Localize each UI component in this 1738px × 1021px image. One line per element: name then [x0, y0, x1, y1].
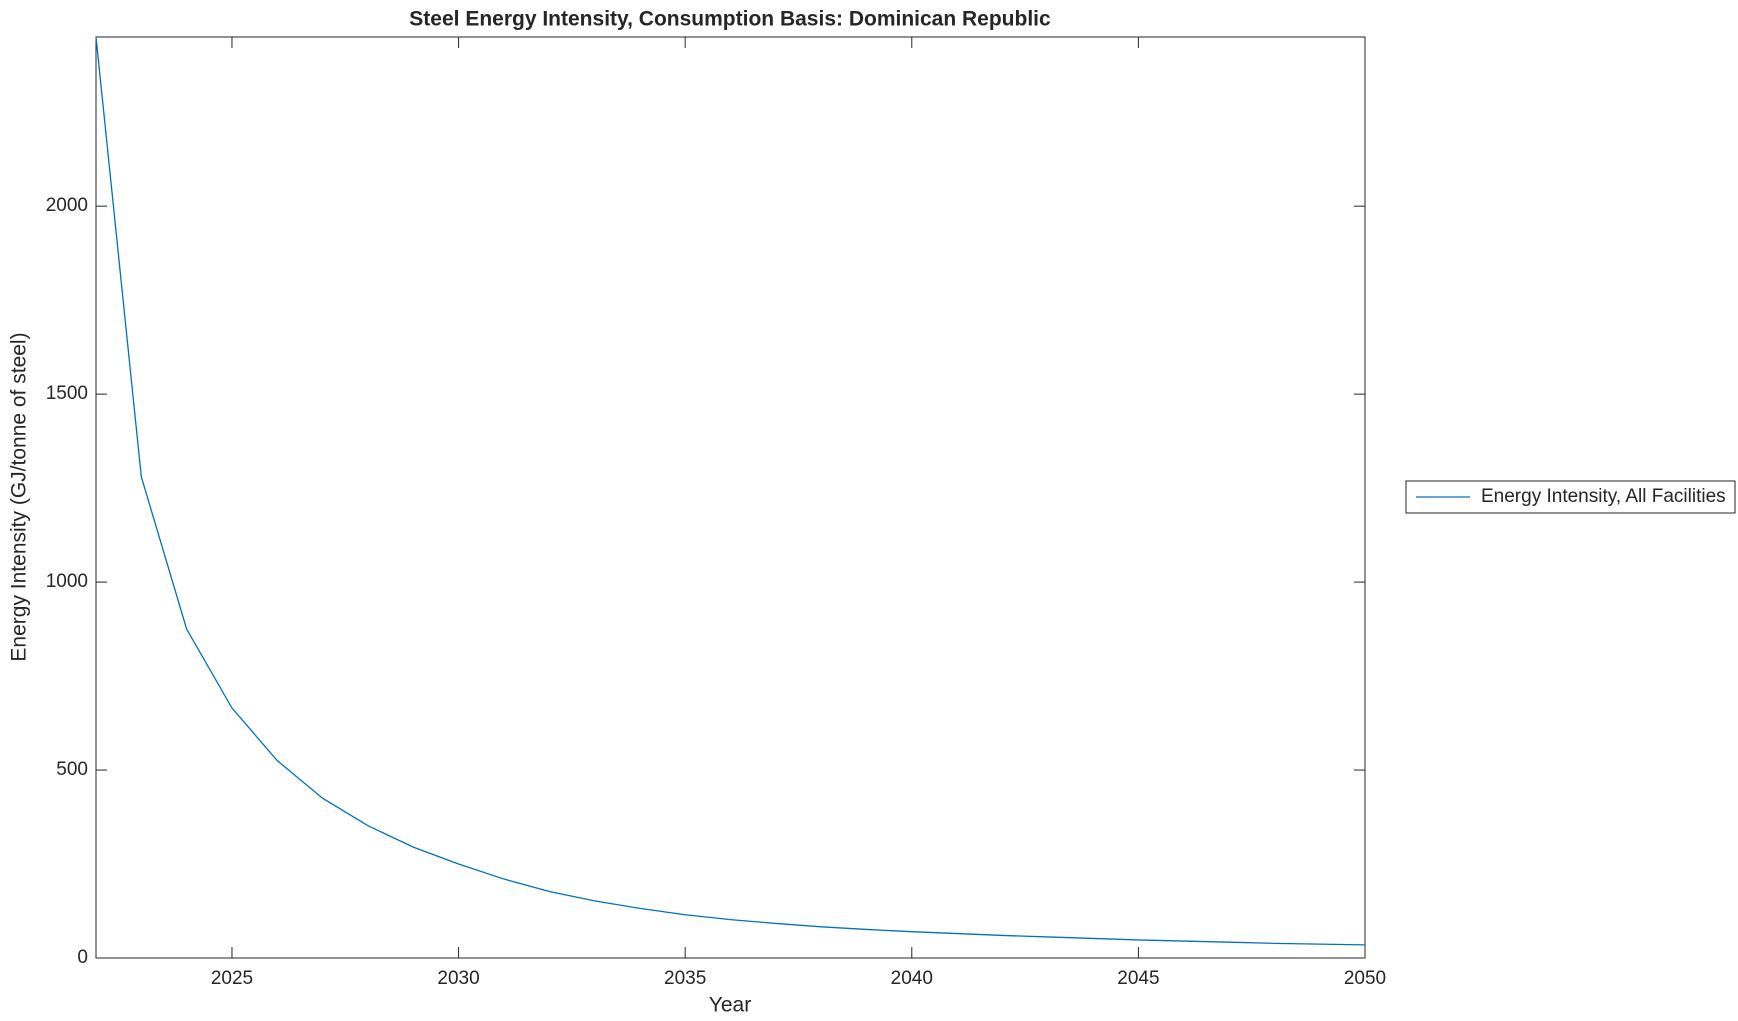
x-tick-label: 2025: [211, 968, 253, 989]
x-axis-label: Year: [709, 994, 751, 1017]
y-tick-label: 1500: [46, 383, 88, 404]
x-tick-label: 2050: [1344, 968, 1386, 989]
x-tick-label: 2030: [437, 968, 479, 989]
x-tick-label: 2035: [664, 968, 706, 989]
legend-label: Energy Intensity, All Facilities: [1481, 486, 1726, 507]
y-axis-label: Energy Intensity (GJ/tonne of steel): [8, 332, 31, 661]
x-tick-label: 2045: [1117, 968, 1159, 989]
y-tick-label: 0: [77, 947, 88, 968]
y-tick-label: 1000: [46, 571, 88, 592]
y-tick-label: 2000: [46, 195, 88, 216]
chart-title: Steel Energy Intensity, Consumption Basi…: [409, 8, 1051, 31]
x-tick-label: 2040: [891, 968, 933, 989]
y-tick-label: 500: [56, 759, 88, 780]
data-line: [95, 36, 1366, 946]
plot-area: [95, 36, 1366, 959]
